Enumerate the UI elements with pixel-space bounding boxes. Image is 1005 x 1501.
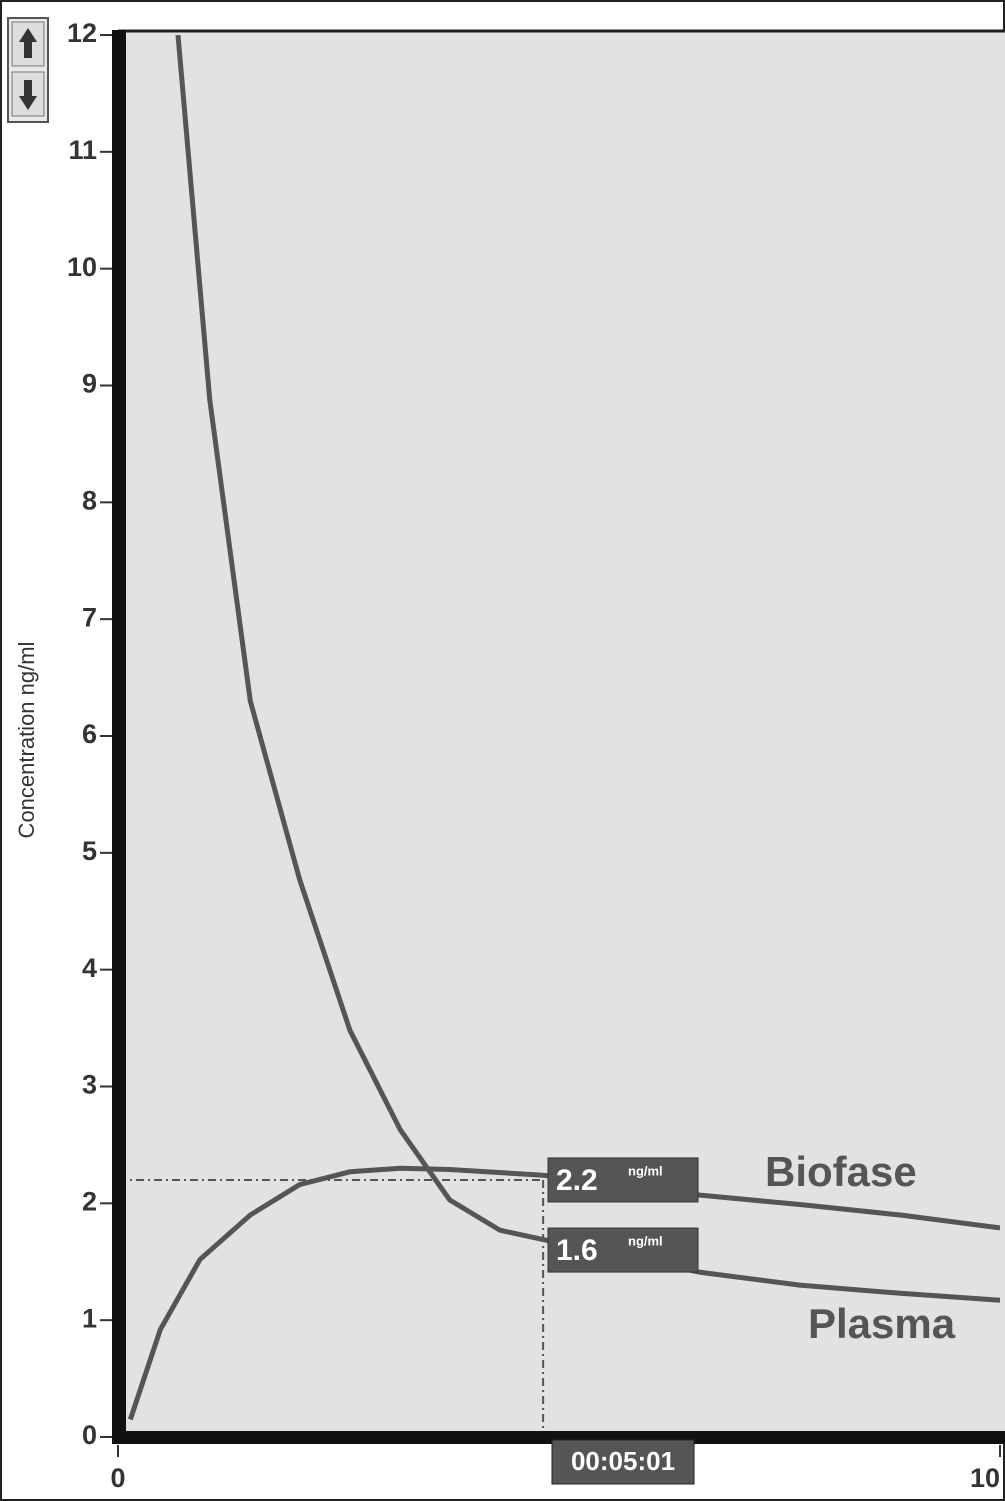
y-tick-label: 5 <box>82 836 97 866</box>
y-tick-label: 9 <box>82 369 97 399</box>
y-tick-label: 10 <box>67 252 97 282</box>
x-tick-label: 10 <box>970 1463 1000 1493</box>
y-tick-label: 12 <box>67 18 97 48</box>
readout-box <box>547 1227 699 1273</box>
series-name: Plasma <box>808 1300 956 1347</box>
curves <box>127 35 1000 1421</box>
readout-box <box>547 1157 699 1203</box>
y-tick-label: 4 <box>82 953 97 983</box>
plot-background <box>118 30 1005 1437</box>
y-axis-label: Concentration ng/ml <box>14 642 39 839</box>
down-arrow-icon <box>19 80 37 110</box>
readout-unit: ng/ml <box>628 1234 663 1249</box>
series-line <box>175 35 1000 1303</box>
y-tick-label: 6 <box>82 719 97 749</box>
cursor-label: 00:05:01 <box>571 1446 675 1476</box>
y-tick-label: 7 <box>82 602 97 632</box>
series-name: Biofase <box>765 1148 917 1195</box>
y-axis <box>112 30 126 1444</box>
readout-value: 1.6 <box>556 1234 598 1267</box>
up-arrow-icon <box>19 28 37 58</box>
series-line <box>127 1165 1000 1421</box>
y-tick-label: 2 <box>82 1186 97 1216</box>
x-axis <box>112 1431 1005 1444</box>
readout-unit: ng/ml <box>628 1163 663 1178</box>
y-tick-label: 8 <box>82 485 97 515</box>
y-tick-label: 11 <box>68 135 97 165</box>
cursor-label-box <box>551 1439 695 1485</box>
readout-value: 2.2 <box>556 1164 598 1197</box>
y-tick-label: 1 <box>82 1303 97 1333</box>
scroll-buttons <box>7 17 49 123</box>
y-tick-label: 3 <box>82 1070 97 1100</box>
x-tick-label: 0 <box>110 1463 125 1493</box>
y-tick-label: 0 <box>82 1420 97 1450</box>
